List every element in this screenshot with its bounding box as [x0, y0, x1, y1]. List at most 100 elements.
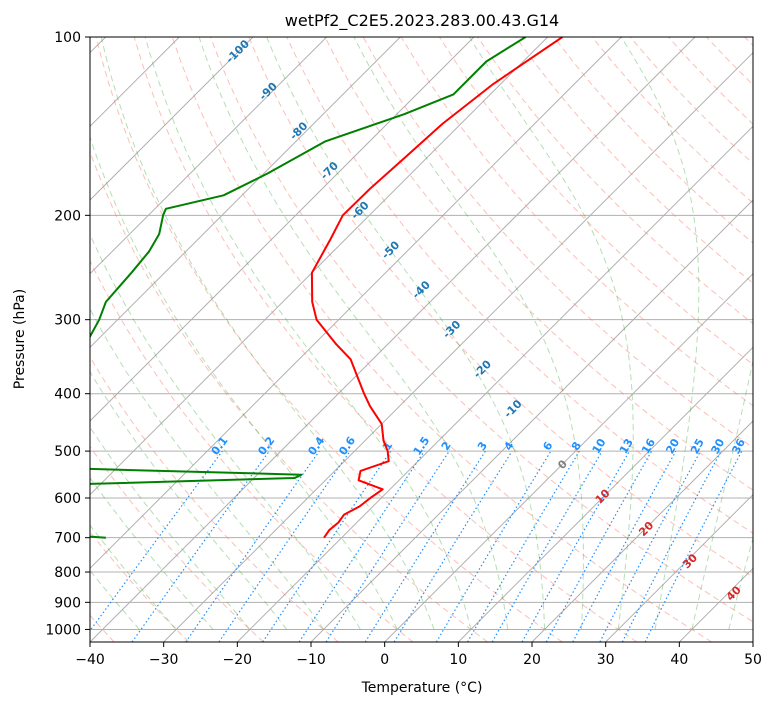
- mixing-ratio-line: [521, 450, 631, 642]
- moist-adiabat: [100, 37, 435, 630]
- moist-adiabat: [90, 308, 325, 630]
- mixing-ratio-label: 0.2: [255, 434, 277, 457]
- dry-adiabat: [324, 37, 753, 491]
- y-tick-label: 900: [54, 595, 81, 611]
- mixing-ratio-line: [644, 450, 743, 642]
- isotherm-label: -60: [348, 199, 371, 222]
- mixing-ratio-label: 1.5: [411, 434, 433, 457]
- isotherm-label: 30: [680, 551, 700, 571]
- isotherm-line: [90, 37, 328, 275]
- x-tick-label: 0: [380, 652, 389, 668]
- isotherm-line: [457, 346, 753, 642]
- isotherm-label: -50: [379, 238, 402, 261]
- isotherm-label: -90: [257, 79, 280, 102]
- mixing-ratio-label: 0.6: [336, 434, 358, 458]
- dry-adiabat: [668, 37, 753, 125]
- dry-adiabat: [95, 37, 563, 642]
- moist-adiabat: [90, 135, 398, 630]
- isotherm-line: [752, 641, 753, 642]
- chart-title: wetPf2_C2E5.2023.283.00.43.G14: [285, 11, 559, 31]
- mixing-ratio-line: [298, 450, 425, 642]
- y-tick-label: 800: [54, 565, 81, 581]
- isotherm-line: [90, 37, 696, 642]
- moist-adiabat: [198, 37, 509, 630]
- mixing-ratio-label: 30: [709, 436, 728, 456]
- mixing-ratio-label: 20: [663, 436, 682, 456]
- isotherm-line: [531, 420, 753, 642]
- y-tick-label: 400: [54, 387, 81, 403]
- dry-adiabat: [90, 445, 264, 642]
- axes: −40 −30 −20 −10 0 10 20 30 40 50 100 200 300 400 500 60…: [45, 30, 762, 668]
- isotherm-line: [236, 125, 753, 642]
- mixing-ratio-label: 36: [729, 436, 748, 456]
- mixing-ratio-line: [262, 450, 392, 642]
- y-tick-label: 100: [54, 30, 81, 46]
- isotherm-line: [90, 37, 549, 496]
- dry-adiabat: [90, 356, 339, 642]
- isotherm-line: [90, 37, 475, 422]
- dewpoint-profile: [90, 37, 527, 539]
- mixing-ratio-line: [572, 450, 677, 642]
- moist-adiabat: [691, 358, 753, 630]
- isotherm-label: 10: [593, 486, 613, 506]
- x-tick-label: 10: [449, 652, 467, 668]
- isotherm-label: -20: [471, 357, 494, 380]
- moist-adiabat: [90, 524, 177, 630]
- x-tick-label: 50: [744, 652, 762, 668]
- isotherm-line: [90, 37, 254, 201]
- isotherm-label: -70: [318, 159, 341, 182]
- moist-adiabat: [90, 426, 251, 630]
- mixing-ratio-line: [545, 450, 653, 642]
- mixing-ratio-line: [393, 450, 513, 642]
- x-tick-label: −30: [149, 652, 179, 668]
- x-tick-label: −20: [223, 652, 253, 668]
- isotherm-line: [310, 199, 753, 642]
- isotherm-label: -10: [501, 397, 524, 420]
- isotherm-line: [384, 272, 753, 642]
- y-tick-label: 300: [54, 313, 81, 329]
- x-tick-label: 20: [523, 652, 541, 668]
- isotherm-line: [605, 493, 753, 642]
- isotherm-line: [678, 567, 753, 642]
- dry-adiabat: [171, 37, 712, 642]
- dry-adiabat: [90, 150, 488, 642]
- dry-adiabat: [591, 37, 753, 204]
- dry-adiabat: [90, 259, 414, 642]
- y-tick-label: 700: [54, 531, 81, 547]
- x-tick-label: 40: [670, 652, 688, 668]
- isotherm-line: [163, 51, 753, 642]
- mixing-ratio-line: [90, 450, 223, 632]
- x-axis-title: Temperature (°C): [361, 680, 483, 696]
- mixing-ratio-label: 0.4: [305, 434, 327, 458]
- moist-adiabat: [353, 37, 584, 630]
- mixing-ratio-label: 10: [590, 436, 609, 456]
- mixing-ratio-line: [435, 450, 552, 642]
- moist-adiabat: [90, 232, 361, 630]
- moist-adiabat: [90, 370, 288, 630]
- y-tick-label: 500: [54, 444, 81, 460]
- plot-area: 0.1 0.2 0.4 0.6 1 1.5 2 3 4 6 8 10 13 16 20 25 30 36-100-…: [90, 37, 753, 642]
- mixing-ratio-label: 25: [688, 436, 707, 456]
- mixing-ratio-line: [325, 450, 450, 642]
- y-tick-label: 1000: [45, 622, 81, 638]
- isotherm-label: 40: [724, 583, 744, 603]
- isotherm-label: -30: [440, 318, 463, 341]
- mixing-ratio-line: [364, 450, 486, 642]
- moist-adiabat: [469, 37, 634, 630]
- isotherm-label: 20: [636, 519, 656, 539]
- isotherm-line: [90, 37, 401, 349]
- moist-adiabat: [90, 569, 140, 630]
- dry-adiabat: [210, 37, 753, 623]
- plot-frame: [89, 36, 754, 643]
- x-tick-label: −40: [75, 652, 105, 668]
- x-tick-label: −10: [296, 652, 326, 668]
- temperature-profile: [310, 37, 563, 539]
- moist-adiabat: [620, 37, 700, 630]
- moist-adiabat: [90, 476, 214, 630]
- mixing-ratio-line: [185, 450, 320, 642]
- dry-adiabat: [286, 37, 753, 534]
- moist-adiabat: [266, 37, 546, 630]
- isotherm-line: [90, 37, 622, 570]
- moist-adiabat: [728, 536, 753, 630]
